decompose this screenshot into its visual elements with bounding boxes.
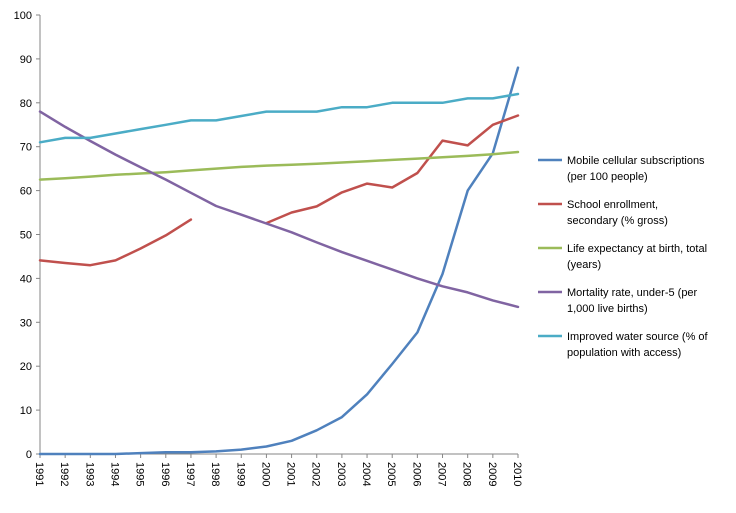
- x-tick-label: 1998: [209, 462, 221, 486]
- x-tick-label: 2007: [436, 462, 448, 486]
- series-line-5: [38, 92, 520, 144]
- legend-label: Mortality rate, under-5 (per: [567, 287, 698, 299]
- series-line-2: [265, 114, 520, 225]
- x-tick-label: 2005: [385, 462, 397, 486]
- x-tick-labels: 1991 1992 1993 1994 1995 1996 1997 1998 1999 2000…: [33, 462, 523, 486]
- legend-label: population with access): [567, 347, 681, 359]
- x-tick-label: 1991: [33, 462, 45, 486]
- legend: Mobile cellular subscriptions (per 100 pe…: [538, 155, 709, 359]
- y-tick-label: 40: [20, 273, 32, 285]
- y-tick-label: 70: [20, 142, 32, 154]
- x-tick-label: 1993: [83, 462, 95, 486]
- series-lines: [38, 66, 520, 456]
- y-tick-label: 20: [20, 361, 32, 373]
- x-tick-label: 1997: [184, 462, 196, 486]
- x-tick-label: 2003: [335, 462, 347, 486]
- legend-label: (years): [567, 259, 601, 271]
- x-tick-label: 2000: [259, 462, 271, 486]
- y-tick-label: 100: [14, 10, 32, 22]
- y-tick-label: 0: [26, 449, 32, 461]
- x-tick-label: 2001: [285, 462, 297, 486]
- y-tick-label: 30: [20, 317, 32, 329]
- y-tick-label: 60: [20, 186, 32, 198]
- y-tick-labels: 0 10 20 30 40 50 60 70 80 90 100: [14, 10, 32, 461]
- y-tick-label: 90: [20, 54, 32, 66]
- x-tick-label: 2004: [360, 462, 372, 486]
- axes: [36, 14, 519, 458]
- legend-label: 1,000 live births): [567, 303, 648, 315]
- x-tick-label: 2002: [310, 462, 322, 486]
- series-line-2: [38, 218, 193, 267]
- x-tick-label: 1996: [159, 462, 171, 486]
- x-tick-label: 1992: [58, 462, 70, 486]
- legend-label: School enrollment,: [567, 199, 658, 211]
- x-tick-label: 1995: [134, 462, 146, 486]
- x-tick-label: 2010: [511, 462, 523, 486]
- y-tick-label: 50: [20, 230, 32, 242]
- legend-label: (per 100 people): [567, 171, 648, 183]
- y-tick-label: 80: [20, 98, 32, 110]
- legend-label: Improved water source (% of: [567, 331, 709, 343]
- legend-label: secondary (% gross): [567, 215, 668, 227]
- legend-label: Life expectancy at birth, total: [567, 243, 707, 255]
- x-tick-label: 2009: [486, 462, 498, 486]
- series-line-4: [38, 110, 520, 309]
- legend-label: Mobile cellular subscriptions: [567, 155, 705, 167]
- x-tick-label: 2008: [461, 462, 473, 486]
- x-tick-label: 2006: [410, 462, 422, 486]
- x-tick-label: 1994: [108, 462, 120, 486]
- y-tick-label: 10: [20, 405, 32, 417]
- x-tick-label: 1999: [234, 462, 246, 486]
- series-line-3: [38, 150, 520, 181]
